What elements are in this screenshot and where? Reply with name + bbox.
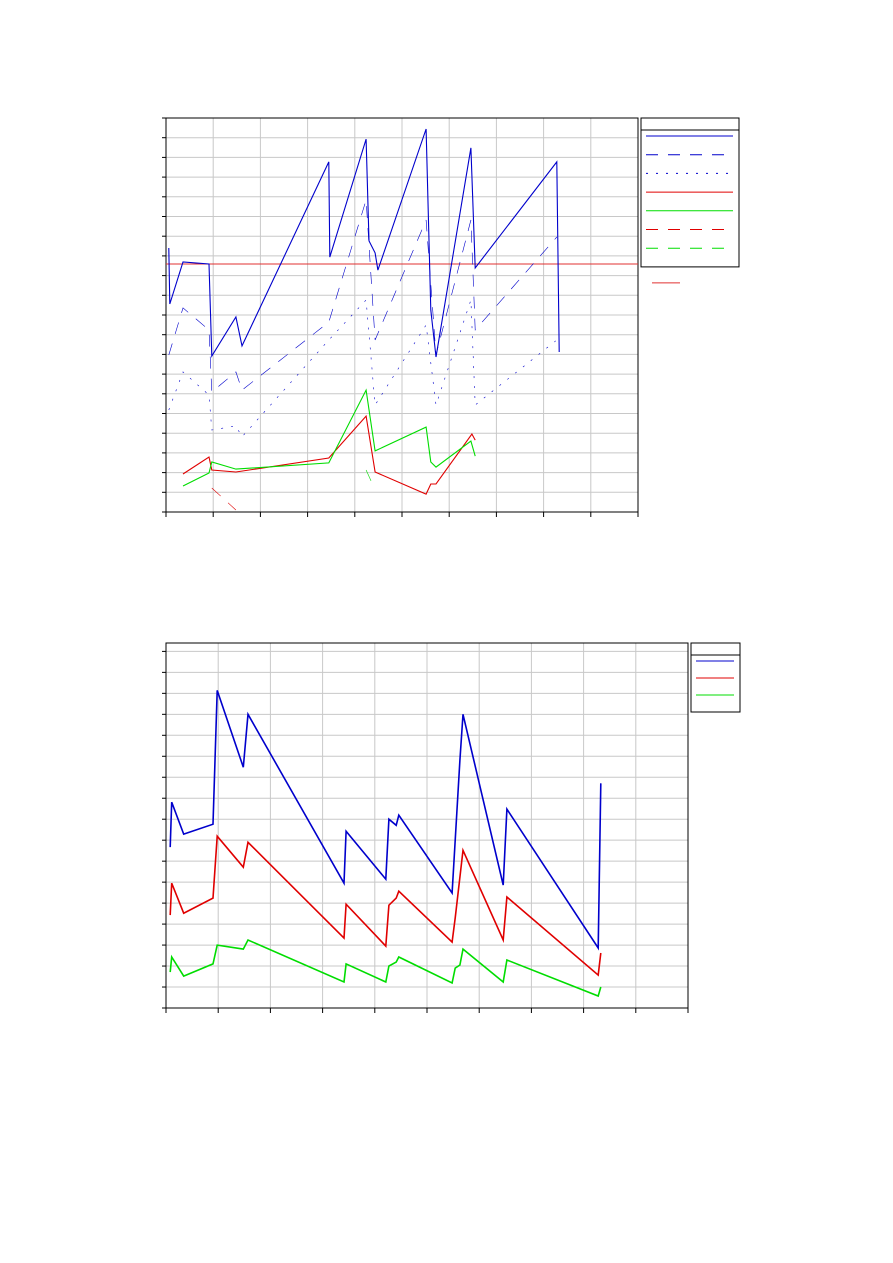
series-line — [182, 414, 476, 495]
series-line — [182, 388, 476, 487]
plot-frame — [165, 642, 689, 1009]
series-line — [169, 690, 602, 951]
series-line — [168, 299, 557, 438]
series-line — [169, 938, 602, 998]
series-line — [169, 834, 602, 977]
plot-frame — [165, 117, 639, 513]
series-line — [365, 469, 376, 491]
series-line — [211, 487, 237, 511]
series-line — [168, 128, 560, 358]
series-line — [168, 199, 558, 393]
